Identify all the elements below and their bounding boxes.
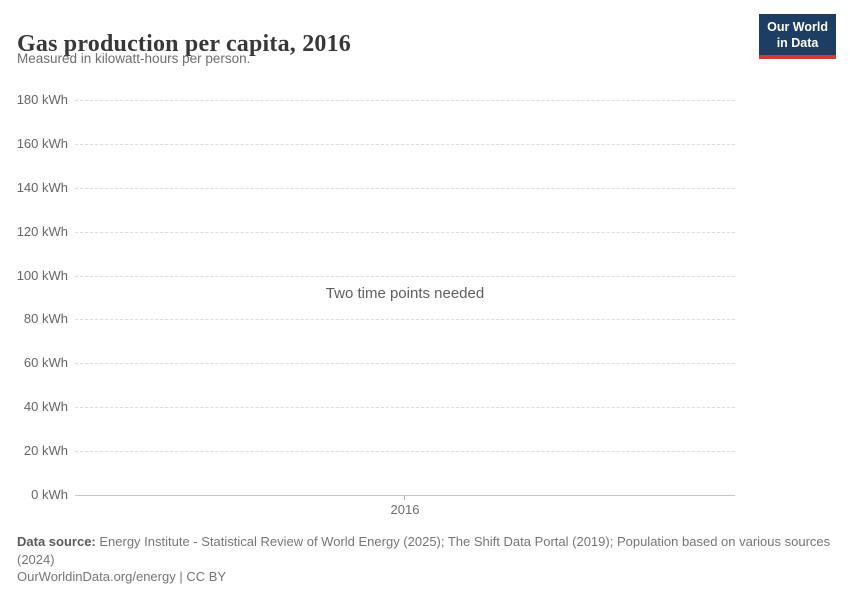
y-axis-tick-label: 120 kWh (16, 223, 68, 239)
gridline (75, 363, 735, 365)
gridline (75, 187, 735, 189)
x-axis-tick-label: 2016 (390, 502, 420, 517)
x-axis-tick-mark (404, 496, 405, 500)
y-axis-tick-label: 80 kWh (23, 311, 68, 327)
gridline (75, 143, 735, 145)
y-axis-tick-label: 0 kWh (31, 487, 68, 502)
gridline (75, 275, 735, 277)
y-axis-tick-label: 40 kWh (23, 399, 68, 415)
gridline (75, 451, 735, 453)
footer-links: OurWorldinData.org/energy | CC BY (17, 569, 226, 584)
data-source-text: Energy Institute - Statistical Review of… (17, 534, 831, 567)
footer-source-note: Data source: Energy Institute - Statisti… (17, 533, 835, 568)
data-source-label: Data source: (17, 534, 96, 549)
gridline (75, 100, 735, 101)
owid-url-link[interactable]: OurWorldinData.org/energy (17, 569, 176, 584)
x-axis-line (75, 495, 735, 496)
y-axis-tick-label: 140 kWh (16, 179, 68, 195)
y-axis-tick-label: 180 kWh (16, 92, 68, 107)
owid-logo[interactable]: Our World in Data (759, 14, 836, 59)
owid-logo-line1: Our World (767, 20, 828, 34)
footer-separator: | (175, 569, 187, 584)
y-axis-tick-label: 20 kWh (23, 443, 68, 459)
license-link[interactable]: CC BY (186, 569, 227, 584)
y-axis-tick-label: 160 kWh (16, 135, 68, 151)
chart-title: Gas production per capita, 2016 (17, 31, 352, 58)
gridline (75, 231, 735, 233)
y-axis-tick-label: 100 kWh (16, 267, 68, 283)
chart-subtitle: Measured in kilowatt-hours per person. (17, 51, 251, 66)
y-axis-tick-label: 60 kWh (23, 355, 68, 371)
gridline (75, 319, 735, 321)
owid-logo-line2: in Data (776, 36, 819, 51)
empty-state-message: Two time points needed (325, 285, 485, 302)
gridline (75, 407, 735, 409)
